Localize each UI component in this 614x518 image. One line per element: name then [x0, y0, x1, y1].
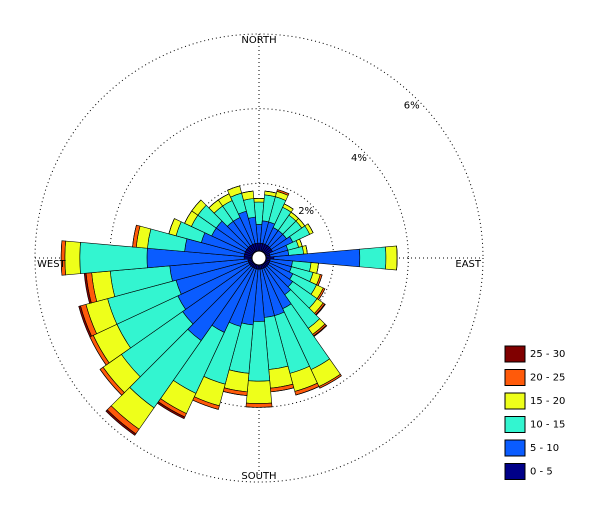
wedge [246, 403, 272, 407]
legend-label: 10 - 15 [530, 420, 565, 431]
wedge [65, 241, 81, 275]
compass-label: NORTH [241, 35, 276, 46]
legend-label: 25 - 30 [530, 349, 565, 360]
legend-swatch [505, 417, 525, 433]
legend-swatch [505, 346, 525, 362]
wedge [246, 381, 271, 404]
compass-label: WEST [37, 259, 67, 270]
legend-label: 15 - 20 [530, 396, 565, 407]
compass-label: EAST [455, 259, 482, 270]
ring-label: 6% [404, 100, 420, 111]
compass-label: SOUTH [241, 471, 276, 482]
legend-label: 5 - 10 [530, 443, 559, 454]
wedges [61, 186, 397, 435]
legend-swatch [505, 464, 525, 480]
calm-circle [252, 251, 266, 265]
wedge [61, 241, 65, 275]
legend-swatch [505, 370, 525, 386]
ring-label: 2% [298, 206, 314, 217]
wedge [385, 246, 397, 270]
ring-label: 4% [351, 153, 367, 164]
legend-label: 20 - 25 [530, 373, 565, 384]
legend: 0 - 5 5 - 10 10 - 15 15 - 20 20 - 25 25 - 30 [505, 346, 565, 480]
legend-swatch [505, 393, 525, 409]
legend-swatch [505, 440, 525, 456]
wedge [359, 247, 386, 269]
wedge [254, 198, 264, 202]
legend-label: 0 - 5 [530, 467, 553, 478]
